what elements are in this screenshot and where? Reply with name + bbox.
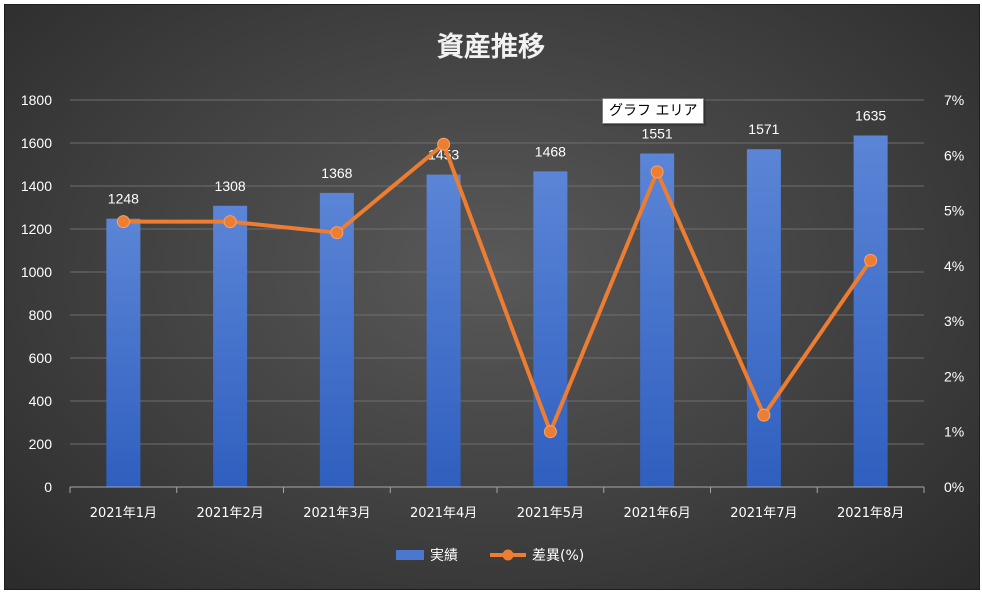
chart-title: 資産推移 (437, 31, 545, 63)
legend-bar-swatch (396, 550, 424, 560)
bar (533, 171, 568, 487)
y-right-tick-label: 5% (944, 203, 964, 219)
y-right-tick-label: 6% (944, 147, 964, 163)
bar (853, 135, 888, 487)
line-marker (864, 253, 878, 267)
bar-data-label: 1248 (108, 191, 139, 207)
y-right-tick-label: 7% (944, 92, 964, 108)
y-left-tick-label: 400 (29, 393, 53, 409)
y-left-tick-label: 200 (29, 436, 53, 452)
axes: 0 200 400 600 800 1000 1200 1400 1600 1800 0% 1% 2% 3… (21, 92, 964, 521)
bar-data-label: 1635 (855, 107, 886, 123)
chart-area-tooltip: グラフ エリア (602, 98, 705, 124)
bar-data-label: 1368 (321, 165, 352, 181)
y-left-tick-label: 600 (29, 350, 53, 366)
bar (213, 205, 248, 487)
y-left-tick-label: 1800 (21, 92, 52, 108)
x-tick-label: 2021年8月 (837, 506, 904, 521)
y-right-tick-label: 1% (944, 424, 964, 440)
bar (319, 192, 354, 487)
y-left-tick-label: 800 (29, 307, 53, 323)
x-tick-label: 2021年5月 (517, 506, 584, 521)
x-tick-label: 2021年4月 (410, 506, 477, 521)
x-tick-label: 2021年3月 (303, 506, 370, 521)
bar-data-label: 1551 (642, 126, 673, 142)
bar-data-label: 1468 (535, 143, 566, 159)
y-left-tick-label: 1600 (21, 135, 52, 151)
x-tick-label: 2021年2月 (196, 506, 263, 521)
y-left-tick-label: 1200 (21, 221, 52, 237)
bar (746, 149, 781, 488)
line-marker (223, 215, 237, 229)
bar (640, 153, 675, 487)
line-marker (437, 137, 451, 151)
y-right-tick-label: 3% (944, 313, 964, 329)
x-tick-label: 2021年7月 (730, 506, 797, 521)
legend-line-marker (502, 549, 514, 561)
y-right-tick-label: 4% (944, 258, 964, 274)
legend-line-label: 差異(%) (532, 548, 584, 564)
x-tick-label: 2021年6月 (623, 506, 690, 521)
y-left-tick-label: 0 (44, 479, 52, 495)
gridlines (70, 99, 924, 445)
legend-bar-label: 実績 (430, 548, 458, 564)
line-marker (543, 425, 557, 439)
x-tick-label: 2021年1月 (90, 506, 157, 521)
legend: 実績 差異(%) (396, 548, 584, 564)
y-right-tick-label: 0% (944, 479, 964, 495)
line-marker (650, 165, 664, 179)
bar-data-label: 1571 (748, 121, 779, 137)
line-series (116, 137, 878, 439)
y-left-tick-label: 1400 (21, 178, 52, 194)
bar (426, 174, 461, 488)
line-path (121, 142, 873, 434)
line-marker (116, 215, 130, 229)
bar-data-label: 1308 (215, 178, 246, 194)
y-right-tick-label: 2% (944, 368, 964, 384)
line-marker (330, 226, 344, 240)
bar (106, 218, 141, 487)
y-left-tick-label: 1000 (21, 264, 52, 280)
line-marker (757, 408, 771, 422)
